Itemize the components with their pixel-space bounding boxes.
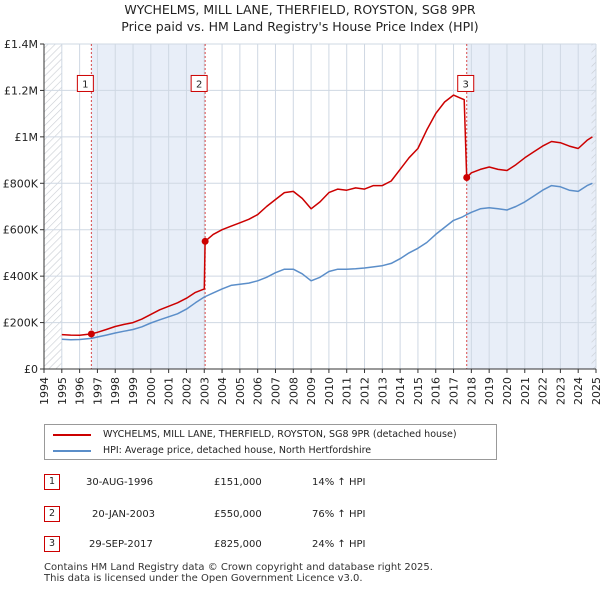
- sale-badge: 2: [44, 506, 60, 522]
- y-tick-label: £1M: [15, 131, 39, 144]
- x-tick-label: 2006: [252, 377, 265, 405]
- x-tick-label: 2000: [145, 377, 158, 405]
- sale-date: 30-AUG-1996: [86, 477, 154, 488]
- x-tick-label: 2014: [394, 377, 407, 405]
- x-tick-label: 2002: [180, 377, 193, 405]
- sale-price: £825,000: [214, 539, 262, 550]
- y-tick-label: £1.4M: [4, 38, 38, 51]
- table-row: 3 29-SEP-2017 £825,000 24% ↑ HPI: [0, 536, 600, 554]
- sale-marker-box: [457, 74, 475, 92]
- sale-point: [201, 237, 209, 245]
- x-tick-label: 2022: [537, 377, 550, 405]
- x-tick-label: 2013: [376, 377, 389, 405]
- y-tick-label: £400K: [3, 270, 39, 283]
- sale-hpi: 76% ↑ HPI: [312, 509, 366, 520]
- x-tick-label: 2010: [323, 377, 336, 405]
- sale-price: £550,000: [214, 509, 262, 520]
- x-tick-label: 2004: [216, 377, 229, 405]
- x-tick-label: 2023: [554, 377, 567, 405]
- legend-line-property: [53, 433, 91, 436]
- legend-line-hpi: [53, 449, 91, 452]
- sale-badge: 1: [44, 474, 60, 490]
- legend: WYCHELMS, MILL LANE, THERFIELD, ROYSTON,…: [44, 424, 497, 460]
- x-tick-label: 2012: [359, 377, 372, 405]
- sale-price: £151,000: [214, 477, 262, 488]
- y-tick-label: £1.2M: [4, 84, 38, 97]
- sale-marker-label: 1: [82, 79, 88, 90]
- property-line: [61, 94, 593, 337]
- sale-point: [463, 173, 471, 181]
- x-tick-label: 1998: [109, 377, 122, 405]
- no-data-hatch: [591, 44, 596, 369]
- y-tick-label: £800K: [3, 177, 39, 190]
- x-tick-label: 1997: [91, 377, 104, 405]
- legend-item-property: WYCHELMS, MILL LANE, THERFIELD, ROYSTON,…: [53, 428, 457, 442]
- x-tick-label: 1999: [127, 377, 140, 405]
- price-chart: £0 £200K £400K £600K £800K £1M £1.2M £1.4M 1994 1…: [3, 38, 600, 405]
- sale-date: 20-JAN-2003: [92, 509, 156, 520]
- x-tick-label: 2003: [198, 377, 211, 405]
- x-tick-label: 2017: [448, 377, 461, 405]
- x-tick-label: 2024: [572, 377, 585, 405]
- sale-badge: 3: [44, 536, 60, 552]
- x-tick-label: 2025: [590, 377, 600, 405]
- x-tick-label: 2008: [287, 377, 300, 405]
- x-tick-label: 1996: [74, 377, 87, 405]
- x-tick-label: 2009: [305, 377, 318, 405]
- hpi-line: [61, 182, 593, 341]
- chart-subtitle: Price paid vs. HM Land Registry's House …: [121, 19, 479, 34]
- sale-hpi: 14% ↑ HPI: [312, 477, 366, 488]
- x-tick-label: 2016: [430, 377, 443, 405]
- footer-copyright: Contains HM Land Registry data © Crown c…: [44, 562, 433, 573]
- chart-title: WYCHELMS, MILL LANE, THERFIELD, ROYSTON,…: [124, 2, 476, 17]
- x-tick-label: 2018: [465, 377, 478, 405]
- x-tick-label: 2005: [234, 377, 247, 405]
- table-row: 2 20-JAN-2003 £550,000 76% ↑ HPI: [0, 506, 600, 524]
- x-tick-label: 2011: [341, 377, 354, 405]
- sale-hpi: 24% ↑ HPI: [312, 539, 366, 550]
- no-data-hatch: [44, 44, 62, 369]
- x-tick-label: 2021: [519, 377, 532, 405]
- ownership-shade: [91, 44, 206, 369]
- table-row: 1 30-AUG-1996 £151,000 14% ↑ HPI: [0, 474, 600, 492]
- sale-marker-box: [190, 74, 208, 92]
- x-tick-label: 2015: [412, 377, 425, 405]
- sale-point: [87, 330, 95, 338]
- legend-item-hpi: HPI: Average price, detached house, Nort…: [53, 444, 371, 458]
- ownership-shade: [466, 44, 596, 369]
- x-tick-label: 2020: [501, 377, 514, 405]
- x-tick-label: 2007: [269, 377, 282, 405]
- sale-marker-box: [76, 74, 94, 92]
- y-tick-label: £600K: [3, 224, 39, 237]
- sale-marker-label: 2: [196, 79, 202, 90]
- x-tick-label: 2019: [483, 377, 496, 405]
- x-tick-label: 1995: [56, 377, 69, 405]
- y-tick-label: £0: [24, 363, 38, 376]
- x-tick-label: 2001: [163, 377, 176, 405]
- sale-date: 29-SEP-2017: [89, 539, 153, 550]
- sale-marker-label: 3: [463, 79, 469, 90]
- y-tick-label: £200K: [3, 317, 39, 330]
- legend-label-hpi: HPI: Average price, detached house, Nort…: [103, 445, 372, 456]
- legend-label-property: WYCHELMS, MILL LANE, THERFIELD, ROYSTON,…: [103, 429, 457, 440]
- x-tick-label: 1994: [38, 377, 51, 405]
- footer-licence: This data is licensed under the Open Gov…: [44, 573, 363, 584]
